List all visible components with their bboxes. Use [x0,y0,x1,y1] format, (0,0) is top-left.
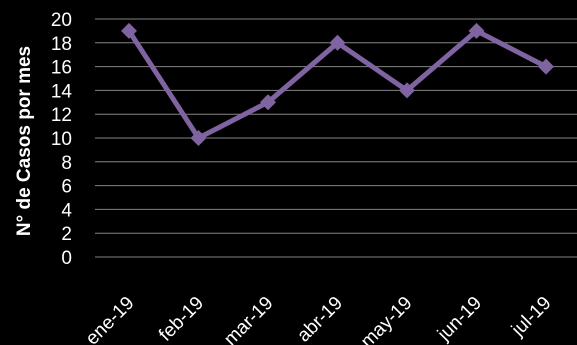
y-tick-label: 16 [51,58,72,79]
y-tick-label: 14 [51,81,73,102]
x-tick-label: ene-19 [82,293,139,345]
data-point-marker [190,130,207,146]
data-point-marker [121,22,137,39]
y-tick-label: 8 [61,153,72,174]
y-tick-label: 12 [51,105,72,126]
y-tick-label: 18 [51,34,72,55]
data-point-marker [399,82,415,99]
y-tick-label: 4 [61,200,72,221]
x-tick-label: abr-19 [293,293,347,345]
data-point-marker [260,94,276,111]
y-tick-label: 20 [51,10,72,31]
gridlines [95,18,577,258]
data-point-marker [329,34,346,51]
series-layer [121,22,554,146]
x-tick-label: may-19 [357,293,417,345]
x-tick-label: jun-19 [433,293,486,345]
x-axis-tick-labels: ene-19 feb-19 mar-19 abr-19 may-19 jun-19 jul-… [82,293,556,345]
data-point-marker [468,22,485,39]
x-tick-label: jul-19 [507,293,555,341]
y-tick-label: 2 [61,224,72,245]
y-tick-label: 0 [61,248,72,269]
x-tick-label: feb-19 [155,293,208,345]
y-tick-label: 10 [51,129,72,150]
data-point-marker [538,58,554,75]
y-axis-title: N° de Casos por mes [14,46,35,236]
y-tick-label: 6 [61,177,72,198]
x-tick-label: mar-19 [220,293,277,345]
